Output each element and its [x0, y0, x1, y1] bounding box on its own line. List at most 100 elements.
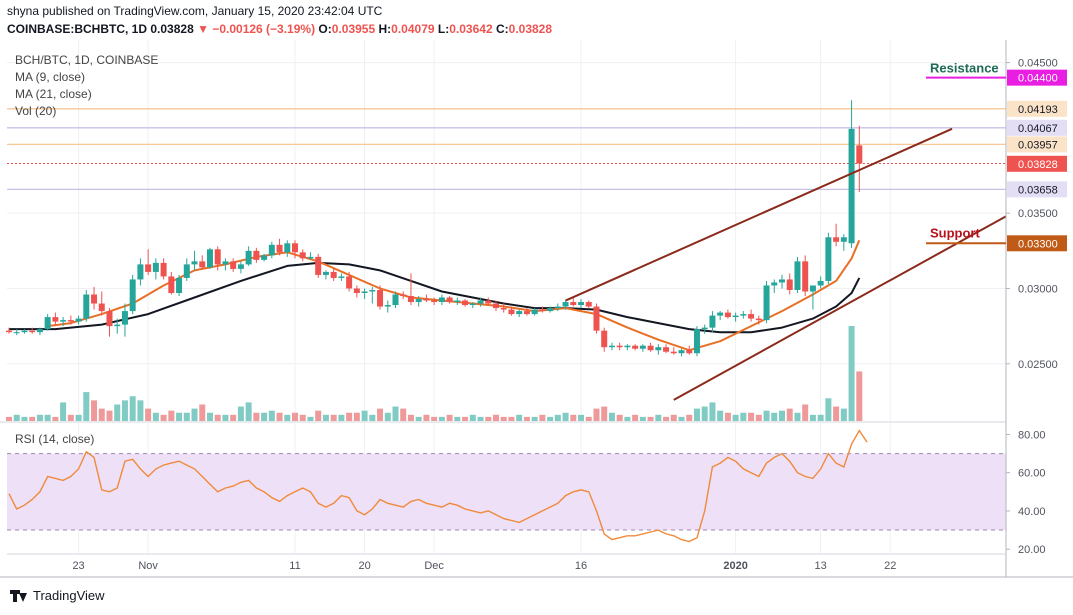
candle-body: [570, 302, 577, 306]
level-lines: [7, 108, 1006, 191]
volume-bar: [377, 408, 384, 421]
legend-ma21: MA (21, close): [15, 87, 92, 101]
candle-body: [346, 276, 353, 289]
candle-body: [833, 237, 840, 242]
candle-body: [13, 332, 20, 334]
candle-body: [748, 314, 755, 319]
volume-bar: [446, 414, 453, 421]
volume-bar: [469, 414, 476, 421]
candle-body: [554, 306, 561, 309]
candle-body: [531, 309, 538, 315]
volume-bar: [230, 414, 237, 421]
tradingview-logo-icon: [10, 589, 28, 602]
volume-bar: [663, 416, 670, 421]
volume-bar: [709, 402, 716, 421]
volume-bar: [554, 414, 561, 421]
legend-title: BCH/BTC, 1D, COINBASE: [15, 53, 159, 67]
volume-bar: [779, 410, 785, 421]
grid-lines: [7, 40, 1006, 553]
candle-body: [160, 262, 167, 277]
candle-body: [168, 276, 175, 293]
volume-bar: [454, 416, 461, 421]
price-label-text: 0.04400: [1018, 73, 1058, 85]
rsi-line: [8, 429, 868, 543]
time-tick-label: Nov: [138, 560, 158, 572]
volume-bar: [384, 412, 391, 421]
volume-bar: [639, 416, 646, 421]
volume-bar: [500, 416, 507, 421]
volume-bar: [160, 414, 167, 421]
rsi-tick-label: 80.00: [1018, 429, 1046, 441]
candle-body: [121, 311, 128, 325]
price-label-text: 0.03957: [1018, 139, 1058, 151]
price-label-box: [1007, 100, 1067, 117]
candle-body: [330, 271, 337, 278]
candle-body: [284, 243, 291, 253]
candle-body: [856, 145, 863, 164]
volume-bar: [508, 416, 515, 421]
volume-bar: [168, 410, 175, 421]
volume-bar: [531, 416, 538, 421]
publish-info: shyna published on TradingView.com, Janu…: [7, 4, 383, 18]
volume-bar: [701, 406, 708, 421]
candle-body: [771, 282, 778, 286]
volume-bar: [485, 416, 492, 421]
candle-body: [191, 261, 198, 265]
candle-body: [423, 299, 430, 301]
volume-bar: [206, 412, 213, 421]
volume-bar: [547, 416, 554, 421]
candle-body: [75, 318, 82, 322]
candle-body: [508, 309, 515, 315]
candle-body: [693, 329, 700, 354]
volume-bar: [817, 414, 824, 421]
footer-brand[interactable]: TradingView: [10, 588, 105, 603]
candle-body: [500, 308, 507, 310]
candle-body: [199, 261, 206, 268]
volume-bar: [353, 412, 360, 421]
volume-bar: [315, 410, 322, 421]
price-label-box: [1007, 235, 1067, 252]
candle-body: [292, 243, 299, 253]
candle-body: [253, 250, 260, 260]
volume-bar: [21, 416, 28, 421]
volume-bar: [129, 396, 136, 421]
volume-bar: [825, 398, 832, 421]
volume-bar: [307, 416, 314, 421]
trend-channel[interactable]: [565, 127, 1007, 401]
candle-body: [578, 302, 585, 306]
volume-bar: [647, 416, 654, 421]
candle-body: [817, 280, 824, 286]
volume-bar: [145, 408, 152, 421]
volume-bar: [268, 410, 275, 421]
price-label-text: 0.03300: [1018, 238, 1058, 250]
candle-body: [299, 252, 306, 259]
candle-body: [755, 318, 762, 321]
symbol-label: COINBASE:BCHBTC, 1D: [7, 22, 148, 36]
price-label-box: [1007, 181, 1067, 198]
candle-body: [91, 294, 98, 304]
volume-bar: [29, 416, 36, 421]
volume-bar: [52, 416, 59, 421]
chart-canvas[interactable]: 0.04500 0.03500 0.03000 0.02500 80.00 60.00 40…: [0, 0, 1073, 588]
volume-bar: [786, 408, 793, 421]
volume-bar: [717, 410, 724, 421]
candle-body: [315, 256, 322, 275]
volume-bar: [601, 406, 608, 421]
volume-bar: [686, 414, 693, 421]
candle-body: [492, 303, 499, 309]
candle-body: [562, 302, 569, 307]
volume-bar: [415, 416, 422, 421]
time-tick-label: 11: [289, 560, 300, 572]
volume-bar: [13, 414, 20, 421]
candle-body: [724, 312, 731, 318]
price-tick-label: 0.04500: [1018, 58, 1058, 70]
axes: 0.04500 0.03500 0.03000 0.02500 80.00 60.00 40…: [0, 40, 1073, 578]
volume-bar: [183, 412, 190, 421]
candle-body: [21, 330, 28, 333]
candle-body: [639, 345, 646, 349]
candle-body: [176, 277, 183, 293]
candle-body: [709, 315, 716, 328]
candle-body: [392, 294, 399, 306]
volume-bar: [361, 410, 368, 421]
candle-body: [400, 294, 407, 297]
